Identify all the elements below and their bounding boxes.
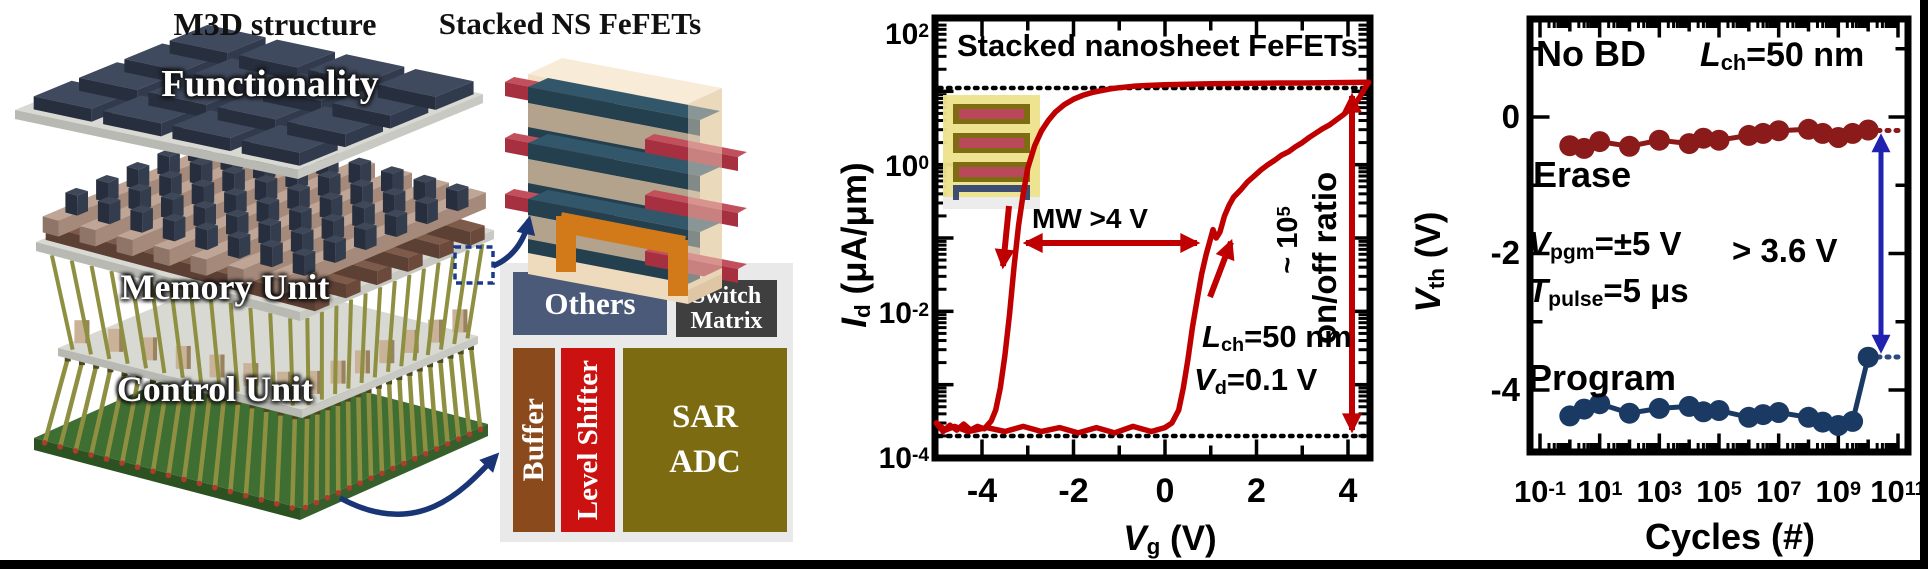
program-series-label: Program — [1528, 357, 1676, 398]
channel-length-label: Lch=50 nm — [1202, 319, 1352, 356]
endurance-data-series — [1559, 118, 1879, 436]
stacked-ns-fefets-title: Stacked NS FeFETs — [438, 6, 702, 41]
m3d-structure-title: M3D structure — [173, 6, 377, 42]
transfer-x-axis-label: Vg (V) — [1123, 519, 1216, 559]
sar-adc-line2: ADC — [669, 444, 741, 480]
switch-matrix-line2: Matrix — [690, 307, 763, 334]
pulse-width-label: Tpulse=5 μs — [1528, 272, 1689, 311]
switch-matrix-line1: Switch — [691, 283, 762, 310]
transfer-xtick-m2: -2 — [1058, 472, 1088, 510]
endurance-plot-frame — [1526, 15, 1912, 456]
endurance-y-axis-label: Vth (V) — [1409, 212, 1449, 313]
endurance-channel-length-label: Lch=50 nm — [1700, 36, 1864, 75]
memory-unit-layer-label: Memory Unit — [120, 267, 330, 307]
buffer-label: Buffer — [517, 398, 550, 482]
no-bd-label: No BD — [1536, 33, 1646, 74]
on-off-ratio-value: ~ 105 — [1272, 206, 1304, 274]
others-block: Others — [513, 272, 667, 335]
figure-bottom-border — [0, 560, 1928, 569]
control-unit-layer-label: Control Unit — [116, 369, 314, 409]
functionality-layer-label: Functionality — [161, 63, 379, 105]
endurance-ytick-0: 0 — [1502, 98, 1520, 135]
transfer-hysteresis-curves — [933, 79, 1372, 436]
transfer-xtick-4: 4 — [1339, 472, 1358, 510]
transfer-xtick-2: 2 — [1247, 472, 1266, 510]
transfer-y-axis-label: Id (μA/μm) — [835, 162, 875, 327]
pgm-voltage-label: Vpgm=±5 V — [1528, 225, 1682, 264]
circuit-block-diagram: Others Switch Matrix Buffer Level Shifte… — [500, 263, 793, 542]
transfer-ytick-1e-4: 10-4 — [879, 442, 930, 475]
endurance-xtick-1e5: 105 — [1696, 474, 1742, 509]
endurance-xtick-1e11: 1011 — [1870, 474, 1922, 509]
endurance-chart: No BD Lch=50 nm Erase Vpgm=±5 V Tpulse=5… — [1409, 15, 1922, 557]
transfer-curve-chart: Stacked nanosheet FeFETs MW >4 V on/off … — [835, 14, 1374, 559]
endurance-xtick-1e9: 109 — [1816, 474, 1862, 509]
nanosheet-inset — [943, 95, 1040, 209]
endurance-xtick-1e-1: 10-1 — [1514, 474, 1566, 509]
transfer-ytick-1e-2: 10-2 — [879, 297, 929, 330]
sar-adc-line1: SAR — [671, 399, 739, 436]
memory-window-label: MW >4 V — [1032, 203, 1148, 234]
buffer-block: Buffer — [513, 348, 555, 532]
endurance-xtick-labels: 10-1 101 103 105 107 109 1011 — [1514, 474, 1922, 509]
drain-bias-label: Vd=0.1 V — [1194, 362, 1318, 399]
transfer-ytick-1e0: 100 — [885, 150, 929, 183]
transfer-chart-title: Stacked nanosheet FeFETs — [957, 28, 1358, 63]
figure-right-border — [1920, 0, 1928, 569]
endurance-ytick-m4: -4 — [1491, 371, 1521, 408]
endurance-x-axis-label: Cycles (#) — [1645, 516, 1815, 557]
sar-adc-block: SAR ADC — [623, 348, 787, 532]
via-selection-dotted-box — [453, 245, 495, 285]
transfer-ytick-1e2: 102 — [885, 18, 929, 51]
endurance-xtick-1e3: 103 — [1637, 474, 1683, 509]
erase-series-label: Erase — [1533, 154, 1631, 195]
endurance-ytick-m2: -2 — [1491, 234, 1520, 271]
zoom-to-fefet-arrow — [491, 215, 536, 269]
level-shifter-block: Level Shifter — [561, 348, 615, 532]
endurance-axis-ticks — [1533, 22, 1905, 449]
control-to-diagram-arrow — [338, 452, 500, 518]
window-value-label: > 3.6 V — [1732, 232, 1838, 269]
endurance-xtick-1e1: 101 — [1577, 474, 1623, 509]
sweep-down-arrow — [994, 205, 1015, 270]
level-shifter-label: Level Shifter — [571, 359, 604, 521]
on-off-ratio-label: on/off ratio — [1306, 172, 1343, 344]
transfer-xtick-0: 0 — [1156, 472, 1175, 510]
transfer-xtick-m4: -4 — [967, 472, 997, 510]
switch-matrix-block: Switch Matrix — [676, 280, 777, 337]
transfer-plot-frame — [931, 14, 1374, 462]
sweep-up-arrow — [1207, 238, 1235, 299]
endurance-xtick-1e7: 107 — [1756, 474, 1802, 509]
